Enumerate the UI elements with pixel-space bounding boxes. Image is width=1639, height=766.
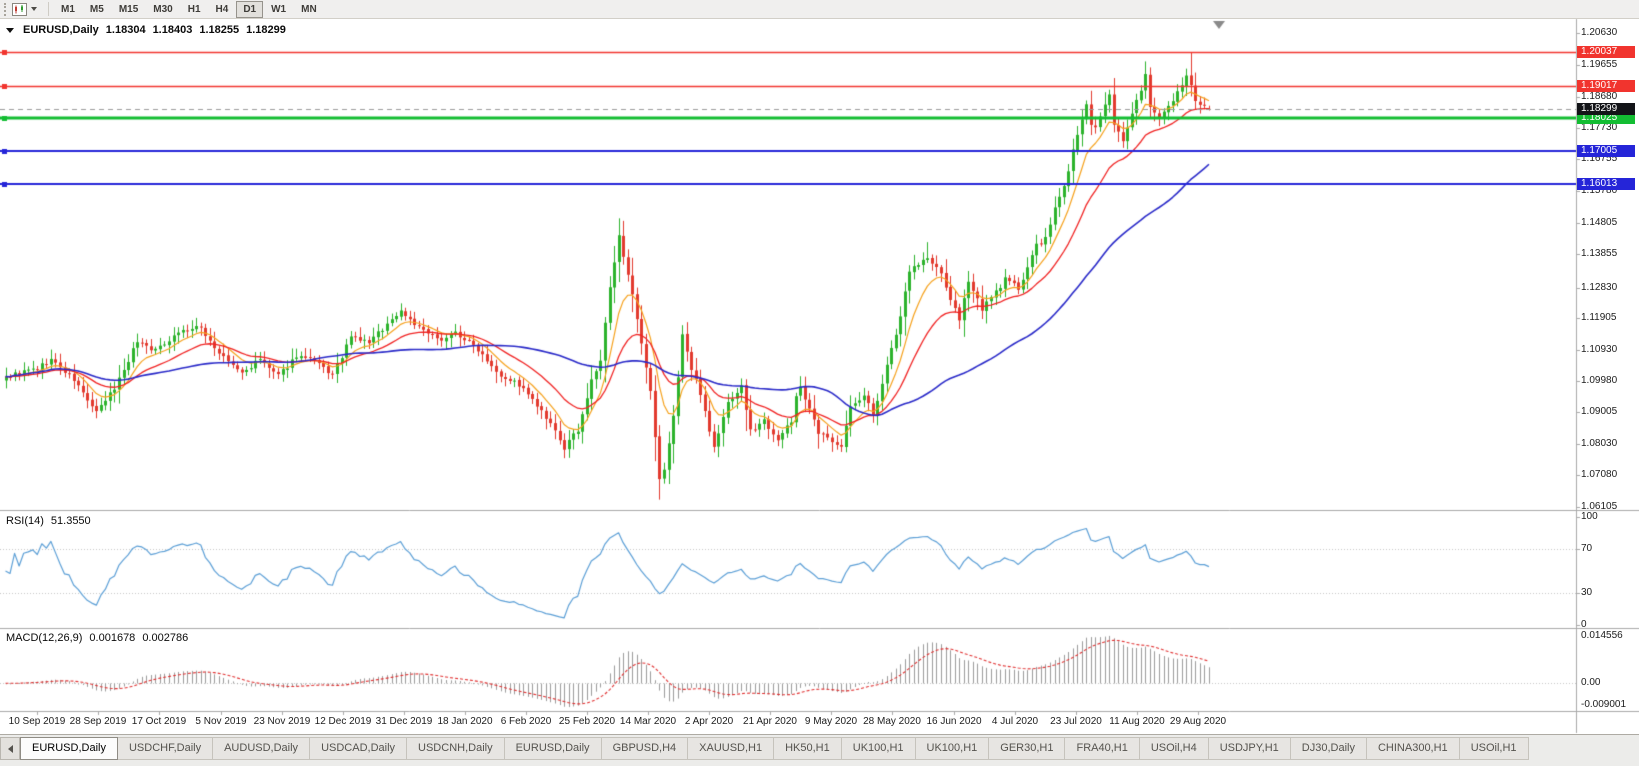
collapse-arrow-icon[interactable]: [6, 27, 14, 33]
chart-tab-bar: EURUSD,Daily USDCHF,Daily AUDUSD,Daily USDC…: [0, 734, 1639, 766]
timeframe-button-h4[interactable]: H4: [215, 3, 229, 15]
rsi-indicator-header: RSI(14) 51.3550: [6, 515, 91, 527]
chart-tabs: EURUSD,Daily USDCHF,Daily AUDUSD,Daily USDC…: [20, 737, 1529, 760]
ohlc-close-value: 1.18299: [246, 24, 286, 36]
timeframe-button-m30[interactable]: M30: [153, 3, 173, 15]
chart-tab-2[interactable]: AUDUSD,Daily: [213, 737, 311, 760]
timeframe-button-m5[interactable]: M5: [89, 3, 104, 15]
timeframe-button-w1[interactable]: W1: [271, 3, 287, 15]
chart-tab-4[interactable]: USDCNH,Daily: [407, 737, 505, 760]
timeframe-button-m1[interactable]: M1: [61, 3, 75, 15]
chart-tab-12[interactable]: FRA40,H1: [1065, 737, 1140, 760]
chart-title: EURUSD,Daily 1.18304 1.18403 1.18255 1.1…: [6, 24, 286, 36]
arrow-left-icon: [7, 744, 13, 753]
toolbar-separator: [48, 2, 49, 16]
chart-tab-6[interactable]: GBPUSD,H4: [601, 737, 689, 760]
rsi-value-label: 51.3550: [50, 515, 91, 527]
chart-tab-5[interactable]: EURUSD,Daily: [504, 737, 602, 760]
chart-tab-1[interactable]: USDCHF,Daily: [117, 737, 214, 760]
timeframe-button-group: M1 M5 M15 M30 H1 H4 D1 W1 MN: [54, 0, 325, 19]
macd-indicator-header: MACD(12,26,9) 0.001678 0.002786: [6, 632, 188, 644]
timeframe-button-mn[interactable]: MN: [301, 3, 317, 15]
timeframe-button-m15[interactable]: M15: [118, 3, 139, 15]
chart-tab-0[interactable]: EURUSD,Daily: [20, 737, 118, 760]
tab-scroll-left-button[interactable]: [0, 737, 20, 760]
chart-tab-14[interactable]: USDJPY,H1: [1208, 737, 1291, 760]
toolbar-grip-handle[interactable]: [4, 2, 7, 16]
macd-hist-value-label: 0.001678: [89, 632, 136, 644]
macd-name-label: MACD(12,26,9): [6, 632, 83, 644]
candlestick-chart-icon[interactable]: [12, 2, 27, 16]
ohlc-open-value: 1.18304: [105, 24, 146, 36]
ohlc-high-value: 1.18403: [152, 24, 193, 36]
chart-tab-8[interactable]: HK50,H1: [774, 737, 842, 760]
chart-tab-15[interactable]: DJ30,Daily: [1290, 737, 1367, 760]
chart-tab-16[interactable]: CHINA300,H1: [1366, 737, 1460, 760]
chart-tab-11[interactable]: GER30,H1: [989, 737, 1066, 760]
chart-symbol-label: EURUSD,Daily: [23, 24, 99, 36]
chart-tab-9[interactable]: UK100,H1: [841, 737, 916, 760]
chart-tab-3[interactable]: USDCAD,Daily: [310, 737, 408, 760]
chevron-down-icon[interactable]: [31, 7, 37, 11]
rsi-name-label: RSI(14): [6, 515, 44, 527]
ohlc-low-value: 1.18255: [199, 24, 240, 36]
chart-tab-17[interactable]: USOil,H1: [1459, 737, 1529, 760]
macd-signal-value-label: 0.002786: [142, 632, 189, 644]
chart-tab-13[interactable]: USOil,H4: [1139, 737, 1209, 760]
chart-tab-7[interactable]: XAUUSD,H1: [688, 737, 775, 760]
chart-tab-10[interactable]: UK100,H1: [915, 737, 990, 760]
top-toolbar: M1 M5 M15 M30 H1 H4 D1 W1 MN: [0, 0, 1639, 19]
timeframe-button-d1[interactable]: D1: [236, 0, 264, 18]
timeframe-button-h1[interactable]: H1: [187, 3, 201, 15]
